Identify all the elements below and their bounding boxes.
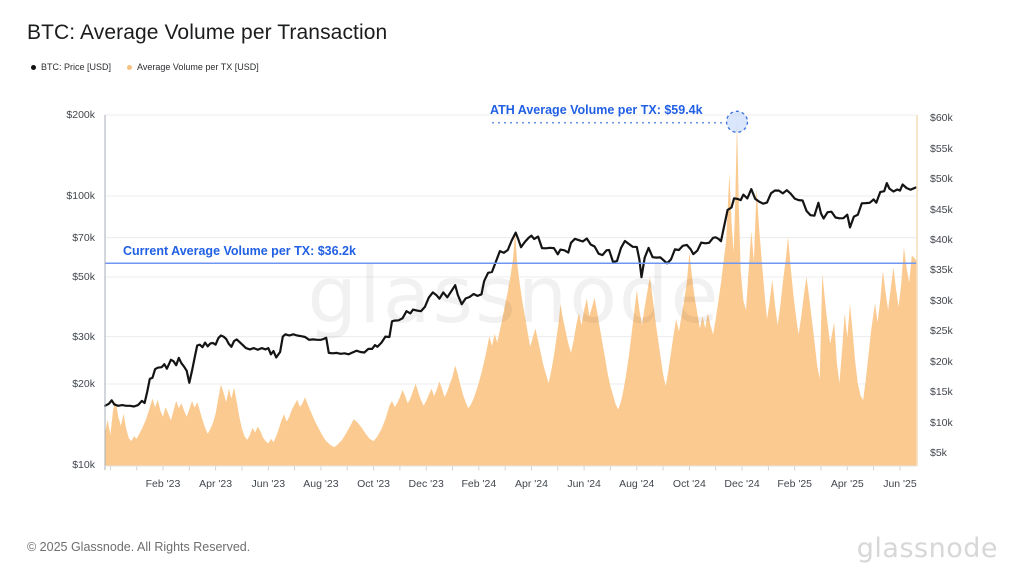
y-axis-label-right: $60k	[930, 112, 953, 125]
x-axis-month-ticks	[109, 466, 901, 471]
y-axis-label-left: $70k	[72, 231, 95, 244]
copyright-text: © 2025 Glassnode. All Rights Reserved.	[27, 540, 251, 554]
y-axis-label-right: $25k	[930, 325, 953, 338]
x-axis-label: Apr '24	[514, 478, 548, 490]
glassnode-logo: glassnode	[856, 533, 998, 564]
x-axis-label: Oct '23	[357, 478, 391, 490]
legend-item-avg-volume[interactable]: Average Volume per TX [USD]	[127, 62, 259, 72]
x-axis-label: Apr '23	[199, 478, 233, 490]
y-axis-label-left: $10k	[72, 458, 95, 471]
ath-marker-circle	[725, 110, 749, 133]
legend-item-btc-price[interactable]: BTC: Price [USD]	[31, 62, 111, 72]
watermark: glassnode	[308, 251, 721, 341]
ath-annotation-label: ATH Average Volume per TX: $59.4k	[490, 103, 703, 117]
price-line-series	[104, 182, 917, 408]
legend: BTC: Price [USD] Average Volume per TX […	[31, 62, 259, 72]
x-axis-label: Oct '24	[672, 478, 706, 490]
y-axis-label-left: $200k	[66, 109, 95, 121]
y-axis-label-right: $55k	[930, 142, 953, 155]
y-axis-label-right: $5k	[930, 447, 947, 460]
x-axis-label: Jun '25	[883, 478, 917, 490]
y-axis-label-right: $30k	[930, 294, 953, 307]
y-axis-label-right: $20k	[930, 355, 953, 368]
x-axis-label: Dec '24	[724, 478, 760, 490]
x-axis-label: Aug '23	[303, 478, 339, 490]
y-axis-label-right: $40k	[930, 234, 953, 246]
x-axis-label: Feb '23	[145, 478, 181, 490]
y-axis-label-right: $15k	[930, 386, 953, 399]
current-annotation-label: Current Average Volume per TX: $36.2k	[123, 244, 356, 258]
page-title: BTC: Average Volume per Transaction	[27, 21, 388, 44]
y-axis-label-left: $30k	[72, 330, 95, 343]
y-axis-label-left: $100k	[66, 189, 95, 202]
x-axis-label: Aug '24	[619, 478, 655, 490]
legend-label-avg-volume: Average Volume per TX [USD]	[137, 62, 259, 72]
x-axis-label: Jun '23	[251, 478, 286, 490]
price-series-dot-icon	[31, 64, 36, 70]
legend-label-btc-price: BTC: Price [USD]	[41, 62, 112, 72]
x-axis-label: Feb '24	[461, 478, 497, 490]
x-axis-label: Feb '25	[777, 478, 813, 490]
x-axis-label: Apr '25	[830, 478, 864, 490]
x-axis-label: Dec '23	[408, 478, 444, 490]
volume-area-series	[105, 121, 918, 467]
x-axis-label: Jun '24	[567, 478, 601, 490]
y-axis-label-right: $35k	[930, 264, 953, 277]
volume-series-dot-icon	[127, 64, 133, 70]
y-axis-label-left: $50k	[72, 270, 95, 283]
y-axis-label-right: $50k	[930, 173, 953, 186]
y-axis-label-right: $45k	[930, 203, 953, 216]
y-axis-label-left: $20k	[72, 378, 95, 390]
y-axis-label-right: $10k	[930, 416, 953, 429]
